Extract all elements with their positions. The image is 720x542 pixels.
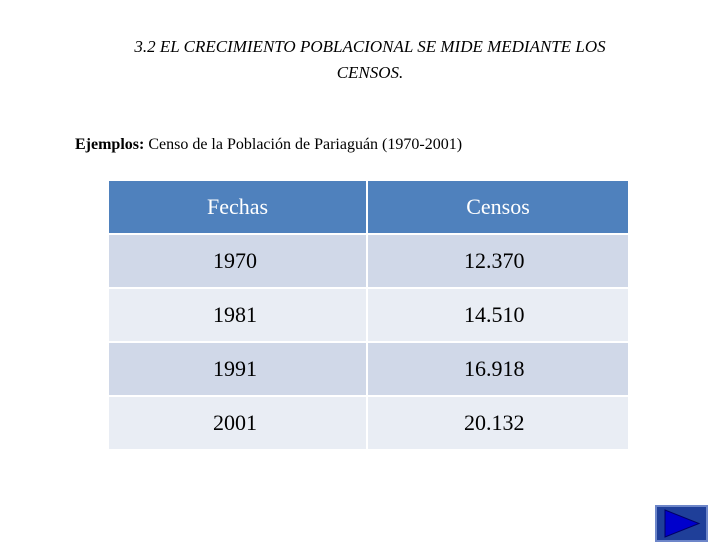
cell-year: 2001 [107, 395, 368, 451]
cell-year: 1970 [107, 233, 368, 289]
slide-title-line-1: 3.2 EL CRECIMIENTO POBLACIONAL SE MIDE M… [134, 37, 606, 56]
cell-population: 16.918 [366, 341, 630, 397]
slide-title-line-2: CENSOS. [336, 63, 404, 82]
next-slide-button[interactable] [655, 505, 708, 542]
header-fechas: Fechas [107, 179, 368, 235]
examples-label: Ejemplos: [75, 136, 145, 153]
examples-caption: Ejemplos: Censo de la Población de Paria… [75, 135, 462, 155]
cell-population: 12.370 [366, 233, 630, 289]
cell-year: 1981 [107, 287, 368, 343]
table-row: 1970 12.370 [107, 233, 630, 289]
header-censos: Censos [366, 179, 630, 235]
census-table: Fechas Censos 1970 12.370 1981 14.510 19… [107, 179, 630, 451]
table-header-row: Fechas Censos [107, 179, 630, 235]
table-row: 1991 16.918 [107, 341, 630, 397]
slide-title: 3.2 EL CRECIMIENTO POBLACIONAL SE MIDE M… [40, 34, 700, 86]
cell-population: 20.132 [366, 395, 630, 451]
cell-year: 1991 [107, 341, 368, 397]
examples-description: Censo de la Población de Pariaguán (1970… [144, 136, 463, 153]
table-row: 2001 20.132 [107, 395, 630, 451]
play-next-icon [664, 509, 701, 538]
cell-population: 14.510 [366, 287, 630, 343]
table-row: 1981 14.510 [107, 287, 630, 343]
